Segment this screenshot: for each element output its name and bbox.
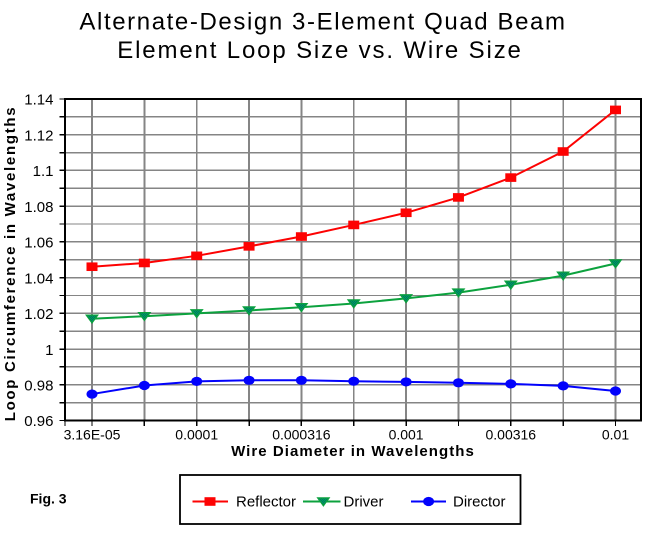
svg-text:0.00316: 0.00316 [485, 427, 536, 443]
svg-text:0.000316: 0.000316 [272, 427, 331, 443]
svg-text:0.96: 0.96 [24, 413, 53, 430]
svg-text:Element Loop Size vs. Wire Siz: Element Loop Size vs. Wire Size [117, 37, 523, 64]
svg-text:Wire Diameter in Wavelengths: Wire Diameter in Wavelengths [231, 443, 475, 460]
svg-text:Alternate-Design 3-Element Qua: Alternate-Design 3-Element Quad Beam [79, 9, 566, 36]
svg-text:Driver: Driver [344, 494, 384, 511]
svg-text:0.98: 0.98 [24, 378, 53, 395]
svg-text:1.12: 1.12 [24, 127, 53, 144]
svg-text:1.06: 1.06 [24, 235, 53, 252]
svg-text:Director: Director [453, 494, 506, 511]
svg-text:1.02: 1.02 [24, 306, 53, 323]
svg-text:1.04: 1.04 [24, 270, 53, 287]
svg-text:0.001: 0.001 [389, 427, 424, 443]
svg-text:1.14: 1.14 [24, 92, 53, 109]
svg-text:0.01: 0.01 [602, 427, 629, 443]
svg-text:Fig. 3: Fig. 3 [30, 491, 67, 507]
svg-text:Loop Circumference in Waveleng: Loop Circumference in Wavelengths [2, 106, 19, 422]
svg-text:0.0001: 0.0001 [175, 427, 218, 443]
svg-text:3.16E-05: 3.16E-05 [64, 427, 121, 443]
svg-text:1: 1 [45, 342, 53, 359]
svg-text:1.08: 1.08 [24, 199, 53, 216]
svg-text:Reflector: Reflector [236, 494, 296, 511]
svg-text:1.1: 1.1 [33, 163, 54, 180]
